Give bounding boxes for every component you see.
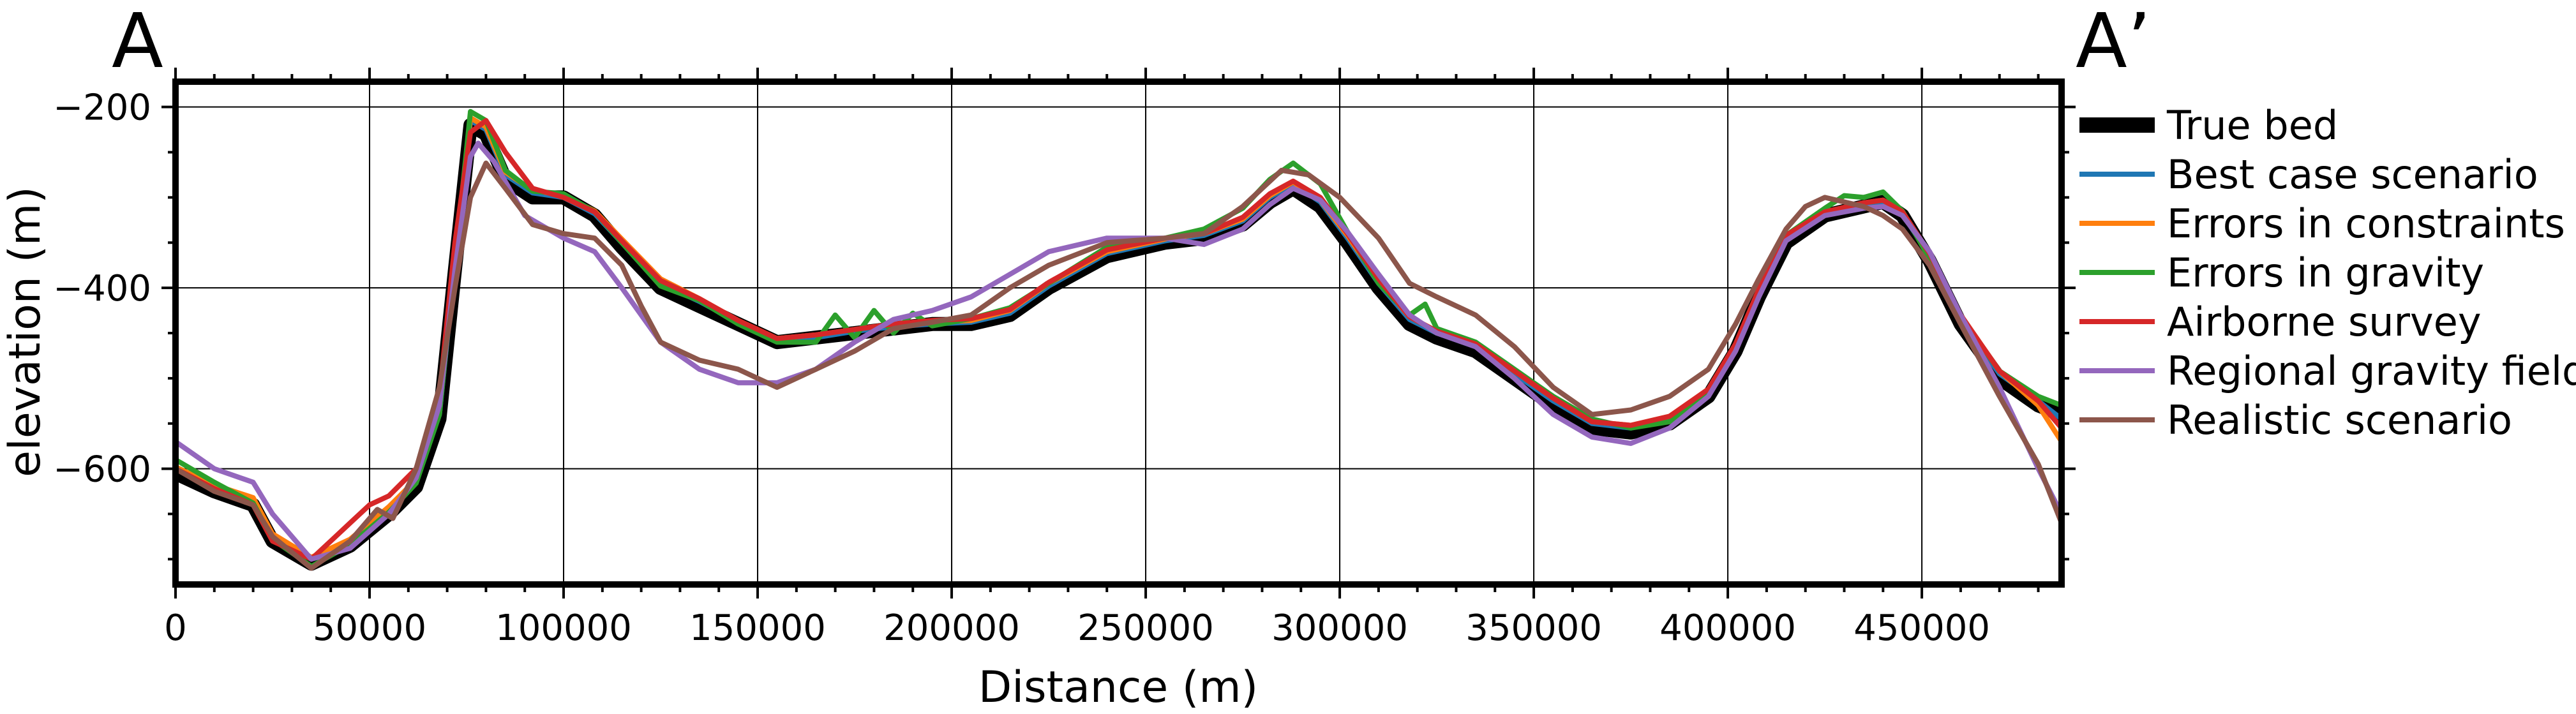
x-tick-label: 50000 [313,607,426,649]
legend-label: Best case scenario [2167,151,2538,198]
y-tick-label: −200 [53,87,151,129]
x-axis-title: Distance (m) [978,662,1258,713]
legend-label: Airborne survey [2167,299,2482,345]
profile-start-label: A [112,0,163,85]
x-tick-label: 250000 [1077,607,1214,649]
series-line-realistic-scenario [176,160,2062,571]
series-lines [176,108,2062,571]
legend-label: Regional gravity field [2167,348,2576,394]
legend-label: True bed [2166,102,2338,149]
y-axis-title: elevation (m) [0,186,50,477]
x-tick-label: 450000 [1853,607,1990,649]
plot-frame [161,68,2076,599]
legend-label: Realistic scenario [2167,397,2512,443]
legend-label: Errors in gravity [2167,249,2484,296]
grid-lines [175,82,2062,584]
y-tick-label: −600 [53,449,151,491]
x-axis-ticks: 0 50000 100000 150000 200000 250000 300000 3500… [164,607,1990,649]
y-axis-ticks: −200 −400 −600 [53,87,151,491]
x-tick-label: 300000 [1271,607,1408,649]
x-tick-label: 150000 [689,607,826,649]
x-tick-label: 400000 [1659,607,1796,649]
profile-end-label: A’ [2076,0,2151,85]
x-tick-label: 350000 [1465,607,1602,649]
x-tick-label: 0 [164,607,187,649]
legend-label: Errors in constraints [2167,200,2565,247]
x-tick-label: 200000 [883,607,1020,649]
y-tick-label: −400 [53,268,151,309]
x-tick-label: 100000 [495,607,632,649]
